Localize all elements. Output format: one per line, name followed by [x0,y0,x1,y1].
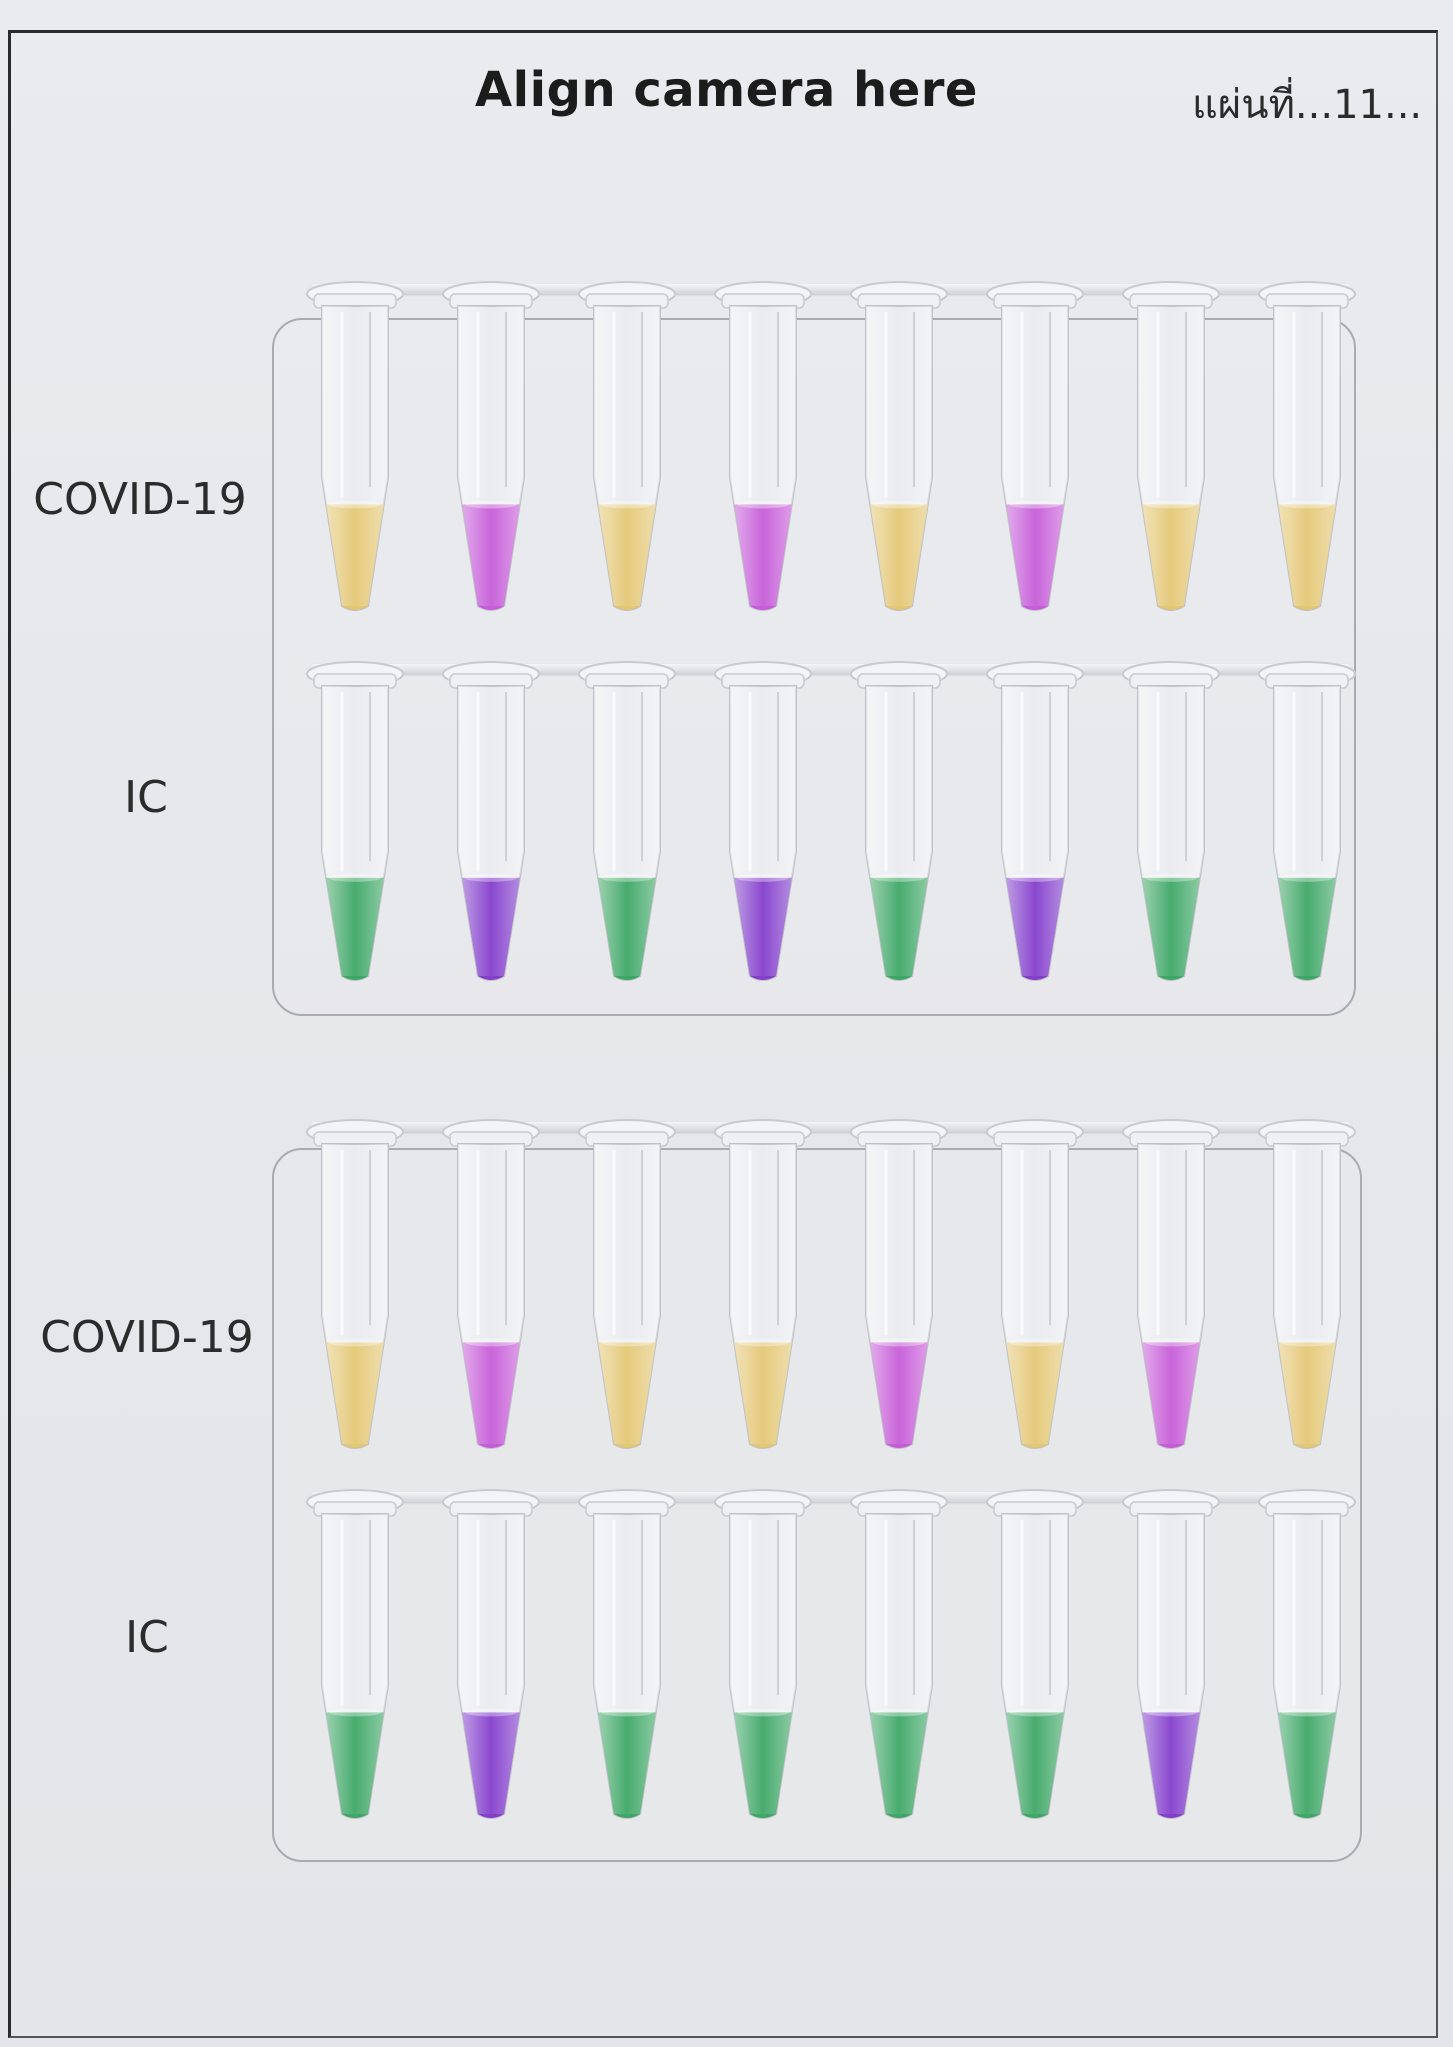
row-label-covid-top: COVID-19 [33,474,247,525]
tube-ic-bottom-6 [986,1489,1084,1819]
tube-covid-top-1 [306,281,404,611]
tube-ic-top-7 [1122,661,1220,981]
tube-covid-top-5 [850,281,948,611]
tube-ic-top-6 [986,661,1084,981]
tube-strip-ic-bottom [310,1492,1352,1502]
tube-covid-bottom-3 [578,1119,676,1449]
tube-covid-top-8 [1258,281,1356,611]
tube-covid-top-7 [1122,281,1220,611]
tube-ic-bottom-2 [442,1489,540,1819]
tube-covid-bottom-7 [1122,1119,1220,1449]
page-title: Align camera here [475,62,978,118]
tube-covid-bottom-4 [714,1119,812,1449]
tube-strip-covid-bottom [310,1122,1352,1132]
tube-ic-top-5 [850,661,948,981]
row-label-ic-bottom: IC [125,1612,169,1663]
tube-ic-top-1 [306,661,404,981]
tube-ic-top-2 [442,661,540,981]
sheet-number-label: แผ่นที่...11... [1192,82,1423,128]
tube-ic-bottom-3 [578,1489,676,1819]
tube-covid-bottom-2 [442,1119,540,1449]
tube-ic-bottom-4 [714,1489,812,1819]
tube-ic-bottom-7 [1122,1489,1220,1819]
tube-ic-bottom-1 [306,1489,404,1819]
tube-covid-bottom-5 [850,1119,948,1449]
row-label-covid-bottom: COVID-19 [40,1312,254,1363]
tube-covid-top-3 [578,281,676,611]
tube-ic-bottom-5 [850,1489,948,1819]
tube-strip-covid-top [310,284,1352,294]
tube-covid-bottom-6 [986,1119,1084,1449]
tube-covid-bottom-1 [306,1119,404,1449]
tube-covid-top-2 [442,281,540,611]
sheet-border [8,30,1438,2038]
tube-ic-top-3 [578,661,676,981]
tube-covid-top-6 [986,281,1084,611]
tube-covid-bottom-8 [1258,1119,1356,1449]
tube-ic-top-4 [714,661,812,981]
tube-ic-bottom-8 [1258,1489,1356,1819]
tube-strip-ic-top [310,664,1352,674]
row-label-ic-top: IC [124,772,168,823]
tube-covid-top-4 [714,281,812,611]
tube-ic-top-8 [1258,661,1356,981]
